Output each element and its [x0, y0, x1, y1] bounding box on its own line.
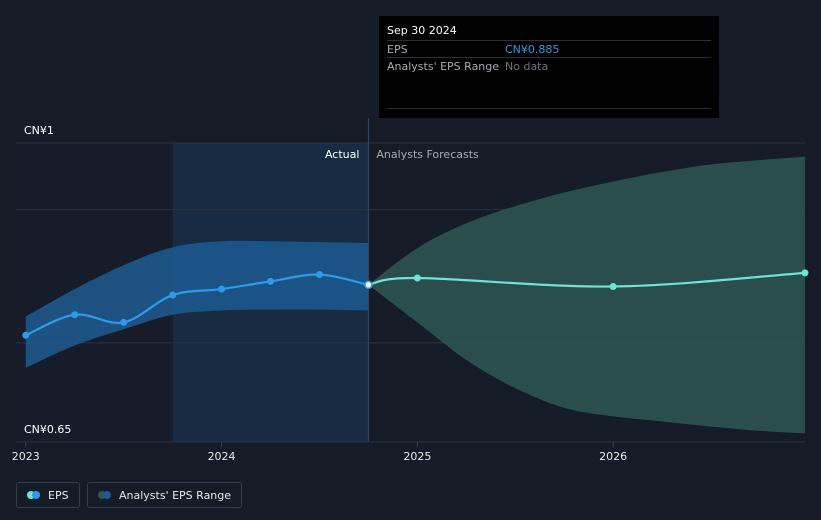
eps-forecast-line	[368, 271, 806, 288]
x-axis-label: 2026	[599, 450, 627, 463]
x-axis-label: 2024	[208, 450, 236, 463]
tooltip-range-row: Analysts' EPS Range No data	[387, 57, 711, 75]
tooltip-eps-value: CN¥0.885	[505, 43, 560, 56]
eps-point[interactable]	[71, 311, 79, 319]
eps-actual-line	[25, 273, 369, 337]
tooltip-range-value: No data	[505, 60, 549, 73]
eps-point[interactable]	[169, 291, 177, 299]
eps-point[interactable]	[22, 331, 30, 339]
x-axis-label: 2025	[403, 450, 431, 463]
y-axis-label: CN¥0.65	[24, 423, 71, 436]
tooltip-range-label: Analysts' EPS Range	[387, 60, 500, 73]
tooltip-eps-label: EPS	[387, 43, 408, 56]
tooltip-date: Sep 30 2024	[387, 24, 457, 37]
eps-forecast-point[interactable]	[609, 283, 617, 291]
data-points	[22, 269, 809, 339]
y-axis-label: CN¥1	[24, 124, 54, 137]
y-axis-labels: CN¥1 CN¥0.65	[24, 124, 71, 436]
forecast-section-label: Analysts Forecasts	[376, 148, 479, 161]
tooltip-eps-row: EPS CN¥0.885	[387, 40, 711, 58]
eps-forecast-point[interactable]	[413, 274, 421, 282]
legend-eps[interactable]: EPS	[16, 482, 80, 508]
actual-section-label: Actual	[325, 148, 359, 161]
eps-legend-icon	[27, 491, 40, 499]
x-axis-labels: 2023 2024 2025 2026	[12, 442, 627, 463]
eps-point[interactable]	[267, 277, 275, 285]
eps-forecast-point[interactable]	[801, 269, 809, 277]
tooltip-divider	[387, 108, 711, 109]
eps-point[interactable]	[120, 318, 128, 326]
eps-point[interactable]	[218, 285, 226, 293]
forecast-range-band	[368, 156, 805, 434]
legend-eps-label: EPS	[48, 488, 69, 502]
eps-point-current[interactable]	[364, 280, 373, 290]
x-axis-label: 2023	[12, 450, 40, 463]
eps-point[interactable]	[315, 271, 323, 279]
legend-analysts-range[interactable]: Analysts' EPS Range	[87, 482, 243, 508]
actual-range-band	[25, 240, 369, 368]
range-legend-icon	[98, 491, 111, 499]
legend-range-label: Analysts' EPS Range	[119, 488, 232, 502]
hover-tooltip: Sep 30 2024 EPS CN¥0.885 Analysts' EPS R…	[379, 16, 719, 118]
